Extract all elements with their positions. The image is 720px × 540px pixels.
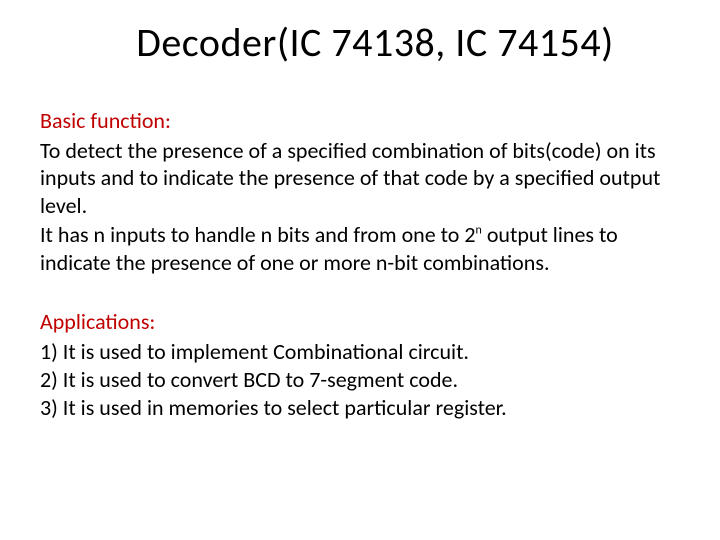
- slide-container: Decoder(IC 74138, IC 74154) Basic functi…: [0, 0, 720, 540]
- basic-function-para2: It has n inputs to handle n bits and fro…: [40, 221, 680, 276]
- para2-pre: It has n inputs to handle n bits and fro…: [40, 221, 476, 248]
- basic-function-heading: Basic function:: [40, 107, 680, 135]
- basic-function-block: Basic function: To detect the presence o…: [40, 107, 680, 276]
- applications-block: Applications: 1) It is used to implement…: [40, 308, 680, 422]
- list-item: 2) It is used to convert BCD to 7-segmen…: [40, 366, 680, 394]
- applications-list: 1) It is used to implement Combinational…: [40, 338, 680, 422]
- list-item: 3) It is used in memories to select part…: [40, 394, 680, 422]
- spacer: [40, 278, 680, 308]
- list-item: 1) It is used to implement Combinational…: [40, 338, 680, 366]
- slide-title: Decoder(IC 74138, IC 74154): [40, 18, 680, 67]
- basic-function-para1: To detect the presence of a specified co…: [40, 137, 680, 220]
- applications-heading: Applications:: [40, 308, 680, 336]
